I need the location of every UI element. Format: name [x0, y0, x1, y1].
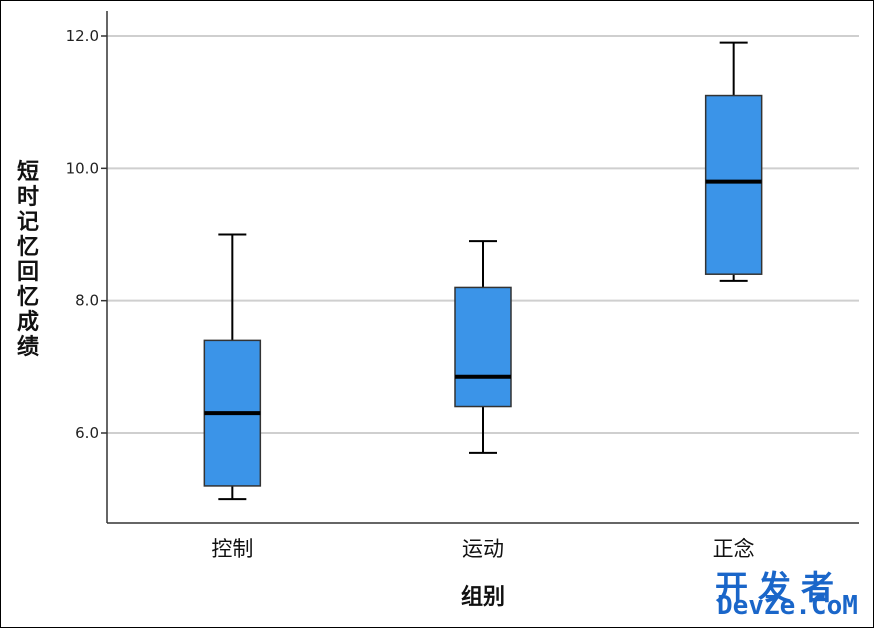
y-axis-title: 短时记忆回忆成绩: [17, 160, 39, 360]
y-axis-title-char: 短: [17, 160, 39, 185]
y-axis-title-char: 记: [17, 210, 39, 235]
y-tick-label: 12.0: [66, 27, 99, 45]
watermark-line2: DevZe.CoM: [717, 591, 858, 621]
x-category-label: 正念: [713, 537, 755, 561]
y-axis-title-char: 时: [17, 185, 39, 210]
iqr-box: [704, 94, 763, 275]
x-category-label: 控制: [211, 537, 253, 561]
y-tick-label: 10.0: [66, 159, 99, 177]
watermark-line1: 开发者: [715, 568, 844, 607]
x-category-label: 运动: [462, 537, 504, 561]
y-tick-label: 6.0: [75, 424, 99, 442]
y-axis-title-char: 忆: [17, 234, 39, 260]
y-axis-title-char: 忆: [17, 284, 39, 310]
y-axis-title-char: 成: [17, 310, 39, 335]
y-tick-label: 8.0: [75, 292, 99, 310]
box-2: [454, 240, 512, 454]
box-1: [203, 233, 262, 501]
x-axis-title: 组别: [461, 584, 505, 610]
y-axis-title-char: 绩: [17, 334, 39, 360]
watermark-logo: 开发者 DevZe.CoM: [715, 561, 871, 625]
y-axis-title-char: 回: [17, 260, 39, 285]
boxes: [203, 41, 763, 501]
iqr-box: [454, 286, 512, 408]
y-axis-ticks: 6.0 8.0 10.0 12.0: [66, 27, 107, 442]
x-axis-categories: 控制 运动 正念: [211, 537, 754, 561]
box-3: [704, 41, 763, 282]
